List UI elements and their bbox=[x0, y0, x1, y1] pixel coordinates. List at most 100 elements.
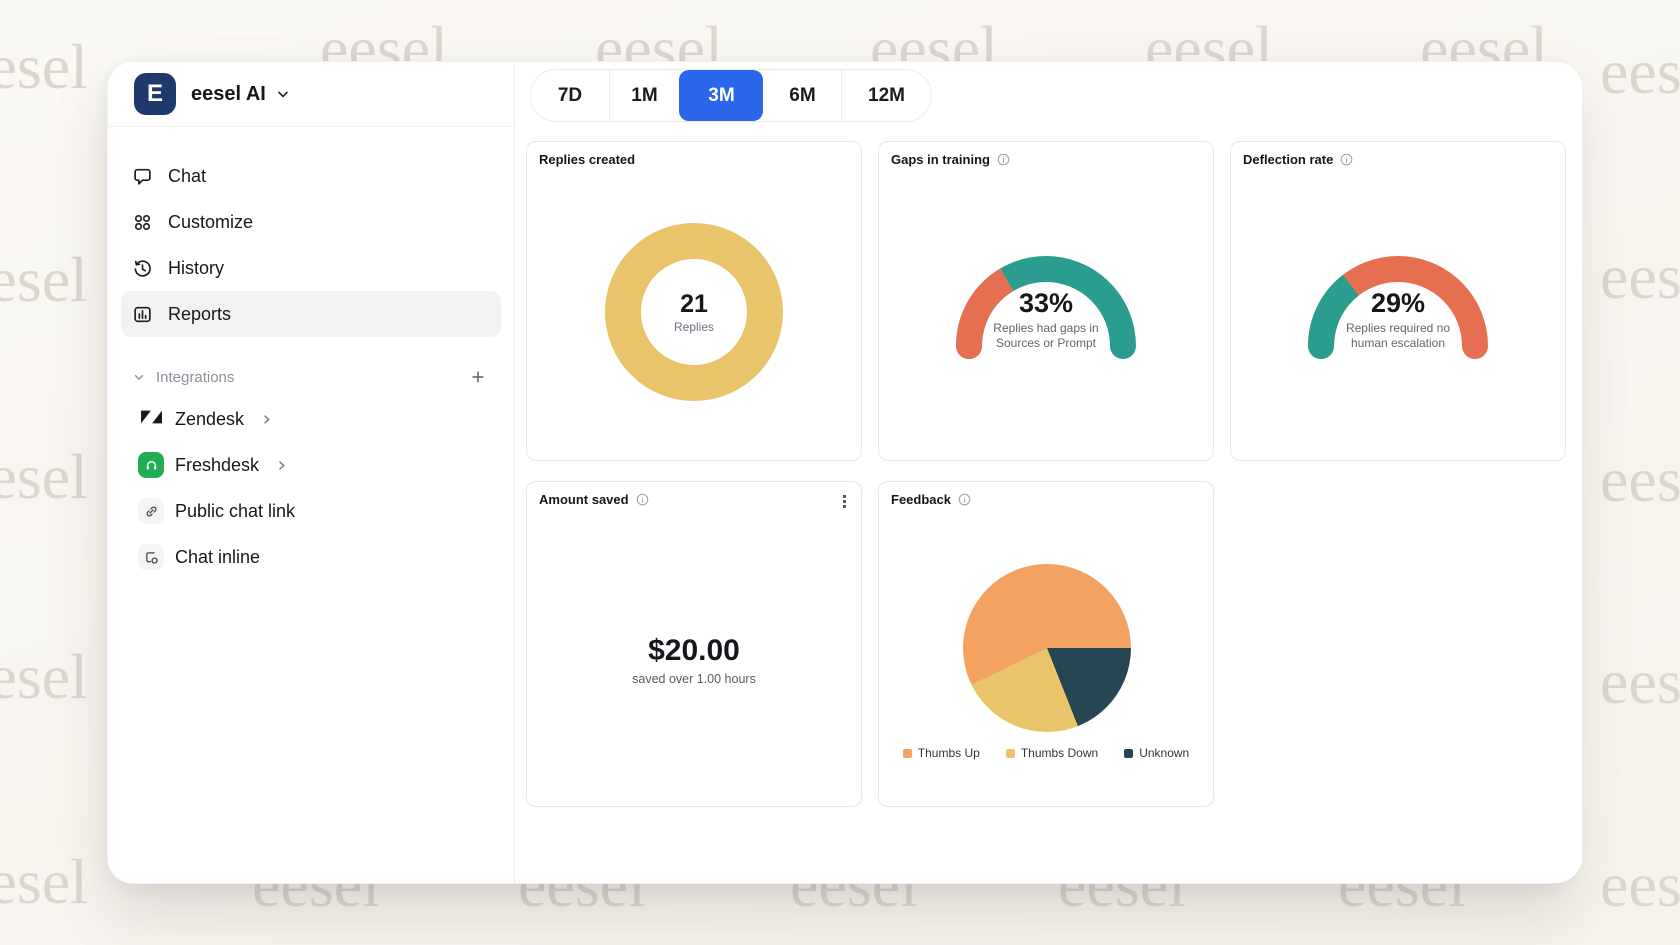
sidebar-item-label: Customize bbox=[168, 211, 254, 232]
watermark-text: eesel bbox=[1600, 36, 1680, 107]
embed-chat-icon bbox=[138, 544, 164, 570]
card-deflection-rate: Deflection rate 29% bbox=[1230, 141, 1566, 461]
sidebar: E eesel AI Chat bbox=[108, 62, 515, 883]
integration-label: Freshdesk bbox=[175, 454, 260, 475]
feedback-pie-chart bbox=[963, 564, 1131, 732]
watermark-text: eesel bbox=[0, 31, 88, 102]
replies-donut-chart: 21 Replies bbox=[594, 212, 794, 412]
watermark-text: eesel bbox=[0, 641, 88, 712]
workspace-switcher[interactable]: E eesel AI bbox=[108, 62, 514, 127]
watermark-text: eesel bbox=[0, 846, 88, 917]
info-icon[interactable] bbox=[635, 492, 650, 507]
empty-grid-cell bbox=[1230, 481, 1566, 807]
legend-item-unknown: Unknown bbox=[1124, 746, 1189, 760]
sidebar-item-label: History bbox=[168, 257, 225, 278]
watermark-text: eesel bbox=[1600, 241, 1680, 312]
grid-dots-icon bbox=[134, 214, 151, 230]
card-title: Amount saved bbox=[539, 492, 629, 507]
info-icon[interactable] bbox=[1339, 152, 1354, 167]
time-range-tabs: 7D 1M 3M 6M 12M bbox=[530, 69, 932, 122]
card-title: Replies created bbox=[539, 152, 636, 167]
card-gaps-in-training: Gaps in training 33% bbox=[878, 141, 1214, 461]
amount-value: $20.00 bbox=[648, 634, 740, 667]
legend-item-thumbs-down: Thumbs Down bbox=[1005, 746, 1099, 760]
sidebar-item-history[interactable]: History bbox=[121, 245, 501, 291]
integration-item-chat-inline[interactable]: Chat inline bbox=[108, 534, 514, 580]
zendesk-logo-icon bbox=[138, 406, 164, 432]
tab-3m[interactable]: 3M bbox=[679, 70, 763, 121]
integration-label: Chat inline bbox=[175, 546, 261, 567]
watermark-text: eesel bbox=[1600, 646, 1680, 717]
replies-label: Replies bbox=[673, 320, 715, 334]
watermark-text: eesel bbox=[1600, 849, 1680, 920]
legend-swatch bbox=[1124, 748, 1134, 758]
chevron-right-icon bbox=[259, 412, 274, 427]
gaps-gauge-chart: 33% Replies had gaps in Sources or Promp… bbox=[936, 236, 1156, 360]
legend-swatch bbox=[1005, 748, 1015, 758]
sidebar-item-reports[interactable]: Reports bbox=[121, 291, 501, 337]
main-content: 7D 1M 3M 6M 12M Replies created bbox=[515, 62, 1582, 883]
legend-swatch bbox=[902, 748, 912, 758]
chevron-down-icon[interactable] bbox=[132, 370, 146, 384]
plus-icon bbox=[472, 371, 484, 383]
watermark-text: eesel bbox=[1600, 444, 1680, 515]
sidebar-item-chat[interactable]: Chat bbox=[121, 153, 501, 199]
integrations-list: Zendesk Freshdesk bbox=[108, 396, 514, 580]
watermark-text: eesel bbox=[0, 244, 88, 315]
legend-label: Thumbs Down bbox=[1020, 746, 1099, 760]
integrations-label: Integrations bbox=[156, 368, 235, 386]
info-icon[interactable] bbox=[996, 152, 1011, 167]
clock-history-icon bbox=[134, 259, 151, 277]
freshdesk-logo-icon bbox=[138, 452, 164, 478]
watermark-text: eesel bbox=[0, 441, 88, 512]
amount-saved-stat: $20.00 saved over 1.00 hours bbox=[527, 634, 861, 686]
card-amount-saved: Amount saved $20.00 saved over 1.00 hour… bbox=[526, 481, 862, 807]
integration-item-public-chat-link[interactable]: Public chat link bbox=[108, 488, 514, 534]
workspace-name: eesel AI bbox=[191, 82, 266, 105]
add-integration-button[interactable] bbox=[466, 365, 490, 389]
cards-grid: Replies created 21 Replies bbox=[526, 141, 1566, 807]
bar-chart-icon bbox=[134, 306, 151, 322]
legend-label: Thumbs Up bbox=[917, 746, 980, 760]
integration-item-zendesk[interactable]: Zendesk bbox=[108, 396, 514, 442]
deflection-caption: Replies required no human escalation bbox=[1345, 321, 1451, 350]
info-icon[interactable] bbox=[957, 492, 972, 507]
tab-12m[interactable]: 12M bbox=[841, 70, 931, 121]
legend-label: Unknown bbox=[1139, 746, 1190, 760]
gaps-caption: Replies had gaps in Sources or Prompt bbox=[993, 321, 1099, 350]
legend-item-thumbs-up: Thumbs Up bbox=[902, 746, 980, 760]
link-icon bbox=[138, 498, 164, 524]
card-replies-created: Replies created 21 Replies bbox=[526, 141, 862, 461]
deflection-percent: 29% bbox=[1370, 288, 1426, 318]
gauge-center-text: 33% Replies had gaps in Sources or Promp… bbox=[936, 288, 1156, 351]
integration-label: Zendesk bbox=[175, 408, 245, 429]
card-feedback: Feedback Thumbs Up bbox=[878, 481, 1214, 807]
feedback-legend: Thumbs Up Thumbs Down Unknown bbox=[879, 746, 1213, 760]
replies-count: 21 bbox=[680, 290, 708, 318]
card-title: Feedback bbox=[891, 492, 951, 507]
integration-label: Public chat link bbox=[175, 500, 296, 521]
chevron-right-icon bbox=[274, 458, 289, 473]
card-title: Deflection rate bbox=[1243, 152, 1334, 167]
chat-bubble-icon bbox=[134, 168, 151, 185]
deflection-gauge-chart: 29% Replies required no human escalation bbox=[1288, 236, 1508, 360]
dashboard-panel: E eesel AI Chat bbox=[107, 61, 1582, 884]
tab-1m[interactable]: 1M bbox=[609, 70, 679, 121]
card-menu-button[interactable] bbox=[840, 492, 849, 511]
tab-7d[interactable]: 7D bbox=[531, 70, 609, 121]
gauge-center-text: 29% Replies required no human escalation bbox=[1288, 288, 1508, 351]
sidebar-nav: Chat Customize History bbox=[108, 153, 514, 337]
chevron-down-icon bbox=[275, 86, 291, 102]
sidebar-item-customize[interactable]: Customize bbox=[121, 199, 501, 245]
amount-subtitle: saved over 1.00 hours bbox=[632, 672, 756, 686]
sidebar-item-label: Chat bbox=[168, 165, 207, 186]
sidebar-item-label: Reports bbox=[168, 303, 232, 324]
integration-item-freshdesk[interactable]: Freshdesk bbox=[108, 442, 514, 488]
card-title: Gaps in training bbox=[891, 152, 990, 167]
donut-center-text: 21 Replies bbox=[594, 290, 794, 335]
tab-6m[interactable]: 6M bbox=[763, 70, 841, 121]
gaps-percent: 33% bbox=[1018, 288, 1074, 318]
workspace-logo: E bbox=[134, 73, 176, 115]
integrations-header: Integrations bbox=[108, 362, 514, 392]
